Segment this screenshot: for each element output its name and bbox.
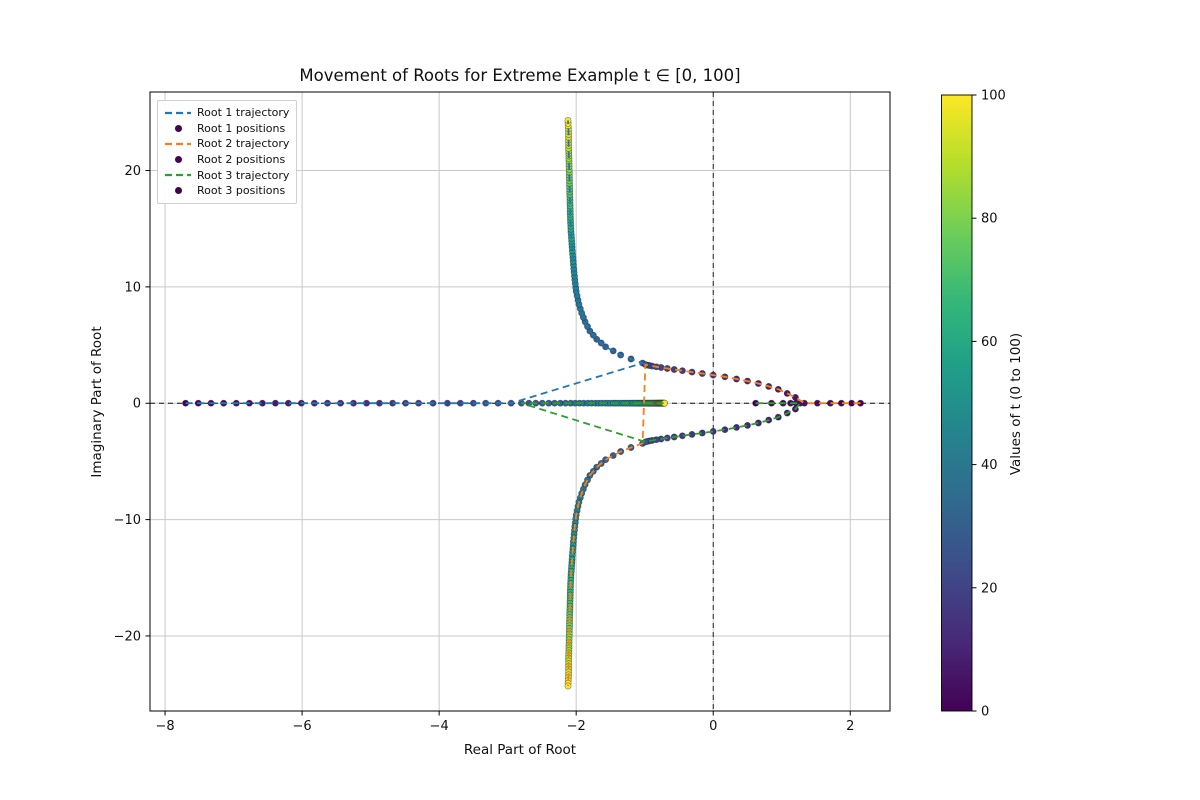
svg-text:−6: −6 [293, 719, 312, 734]
svg-text:−4: −4 [430, 719, 449, 734]
colorbar: 0 20 40 60 80 100 [941, 89, 1006, 720]
dot-marker-icon [163, 187, 193, 195]
legend-item-2: Root 1 positions [163, 121, 289, 137]
y-axis-label: Imaginary Part of Root [89, 326, 105, 478]
dashed-line-icon [163, 171, 193, 179]
legend-label: Root 1 positions [197, 121, 286, 135]
y-axis-ticks: −20 −10 0 10 20 [114, 164, 150, 644]
svg-text:60: 60 [981, 335, 998, 350]
legend-label: Root 3 trajectory [197, 168, 290, 182]
root-1-trajectory-line [185, 120, 646, 405]
svg-text:10: 10 [124, 280, 141, 295]
legend-item-4: Root 2 positions [163, 152, 289, 168]
svg-text:0: 0 [133, 397, 141, 412]
dot-marker-icon [163, 156, 193, 164]
legend-box: Root 1 trajectory Root 1 positions Root 2 … [157, 100, 298, 204]
dashed-line-icon [163, 109, 193, 117]
legend-label: Root 3 positions [197, 184, 286, 198]
svg-text:20: 20 [981, 581, 998, 596]
svg-text:−20: −20 [114, 629, 141, 644]
svg-text:−8: −8 [155, 719, 174, 734]
colorbar-gradient [941, 94, 973, 712]
legend-item-3: Root 2 trajectory [163, 136, 289, 152]
dot-marker-icon [163, 124, 193, 132]
svg-text:40: 40 [981, 458, 998, 473]
svg-text:80: 80 [981, 212, 998, 227]
legend-label: Root 2 trajectory [197, 137, 290, 151]
root-2-positions-scatter [564, 361, 864, 690]
dashed-line-icon [163, 140, 193, 148]
root-2-trajectory-line [567, 363, 861, 687]
svg-text:0: 0 [981, 705, 989, 720]
axes-spines [149, 91, 891, 712]
x-axis-ticks: −8 −6 −4 −2 0 2 [155, 711, 854, 734]
legend-item-1: Root 1 trajectory [163, 105, 289, 121]
root-3-positions-scatter [517, 399, 804, 446]
x-axis-label: Real Part of Root [463, 742, 577, 758]
svg-text:−10: −10 [114, 513, 141, 528]
legend-item-6: Root 3 positions [163, 183, 289, 199]
svg-text:0: 0 [709, 719, 717, 734]
chart-title: Movement of Roots for Extreme Example t … [299, 66, 741, 85]
root-3-trajectory-line [521, 402, 803, 443]
legend-item-5: Root 3 trajectory [163, 167, 289, 183]
legend-label: Root 1 trajectory [197, 106, 290, 120]
colorbar-label: Values of t (0 to 100) [1008, 332, 1024, 476]
svg-text:20: 20 [124, 164, 141, 179]
svg-text:2: 2 [846, 719, 854, 734]
svg-text:100: 100 [981, 89, 1006, 104]
legend-label: Root 2 positions [197, 153, 286, 167]
svg-text:−2: −2 [567, 719, 586, 734]
